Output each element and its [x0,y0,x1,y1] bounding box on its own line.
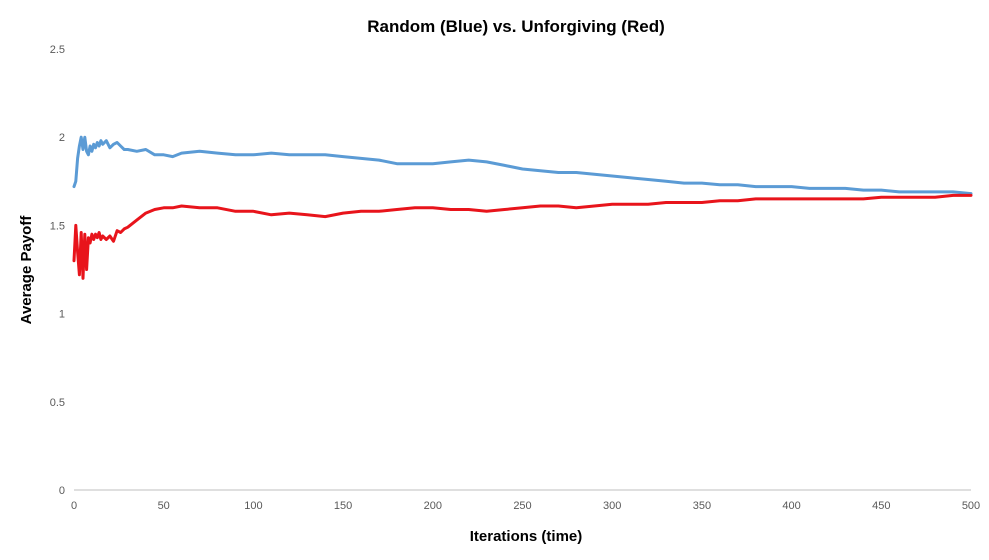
x-tick-label: 450 [872,500,890,512]
x-tick-label: 500 [962,500,980,512]
series-layer [72,135,973,280]
x-tick-label: 50 [158,500,170,512]
x-tick-label: 100 [244,500,262,512]
x-axis-ticks: 0 50 100 150 200 250 300 350 400 450 500 [71,500,980,512]
chart-title: Random (Blue) vs. Unforgiving (Red) [367,17,665,36]
x-tick-label: 250 [513,500,531,512]
blue-series-line [72,135,973,196]
y-tick-label: 1 [59,309,65,321]
x-tick-label: 200 [424,500,442,512]
x-tick-label: 350 [693,500,711,512]
y-tick-label: 2 [59,132,65,144]
y-axis-ticks: 0 0.5 1 1.5 2 2.5 [50,44,65,497]
red-series-line [72,193,973,280]
y-tick-label: 2.5 [50,44,65,56]
y-tick-label: 1.5 [50,220,65,232]
x-tick-label: 0 [71,500,77,512]
x-tick-label: 300 [603,500,621,512]
y-axis-title: Average Payoff [18,215,35,325]
y-tick-label: 0 [59,485,65,497]
y-tick-label: 0.5 [50,397,65,409]
x-axis-title: Iterations (time) [470,528,583,545]
x-tick-label: 150 [334,500,352,512]
x-tick-label: 400 [782,500,800,512]
